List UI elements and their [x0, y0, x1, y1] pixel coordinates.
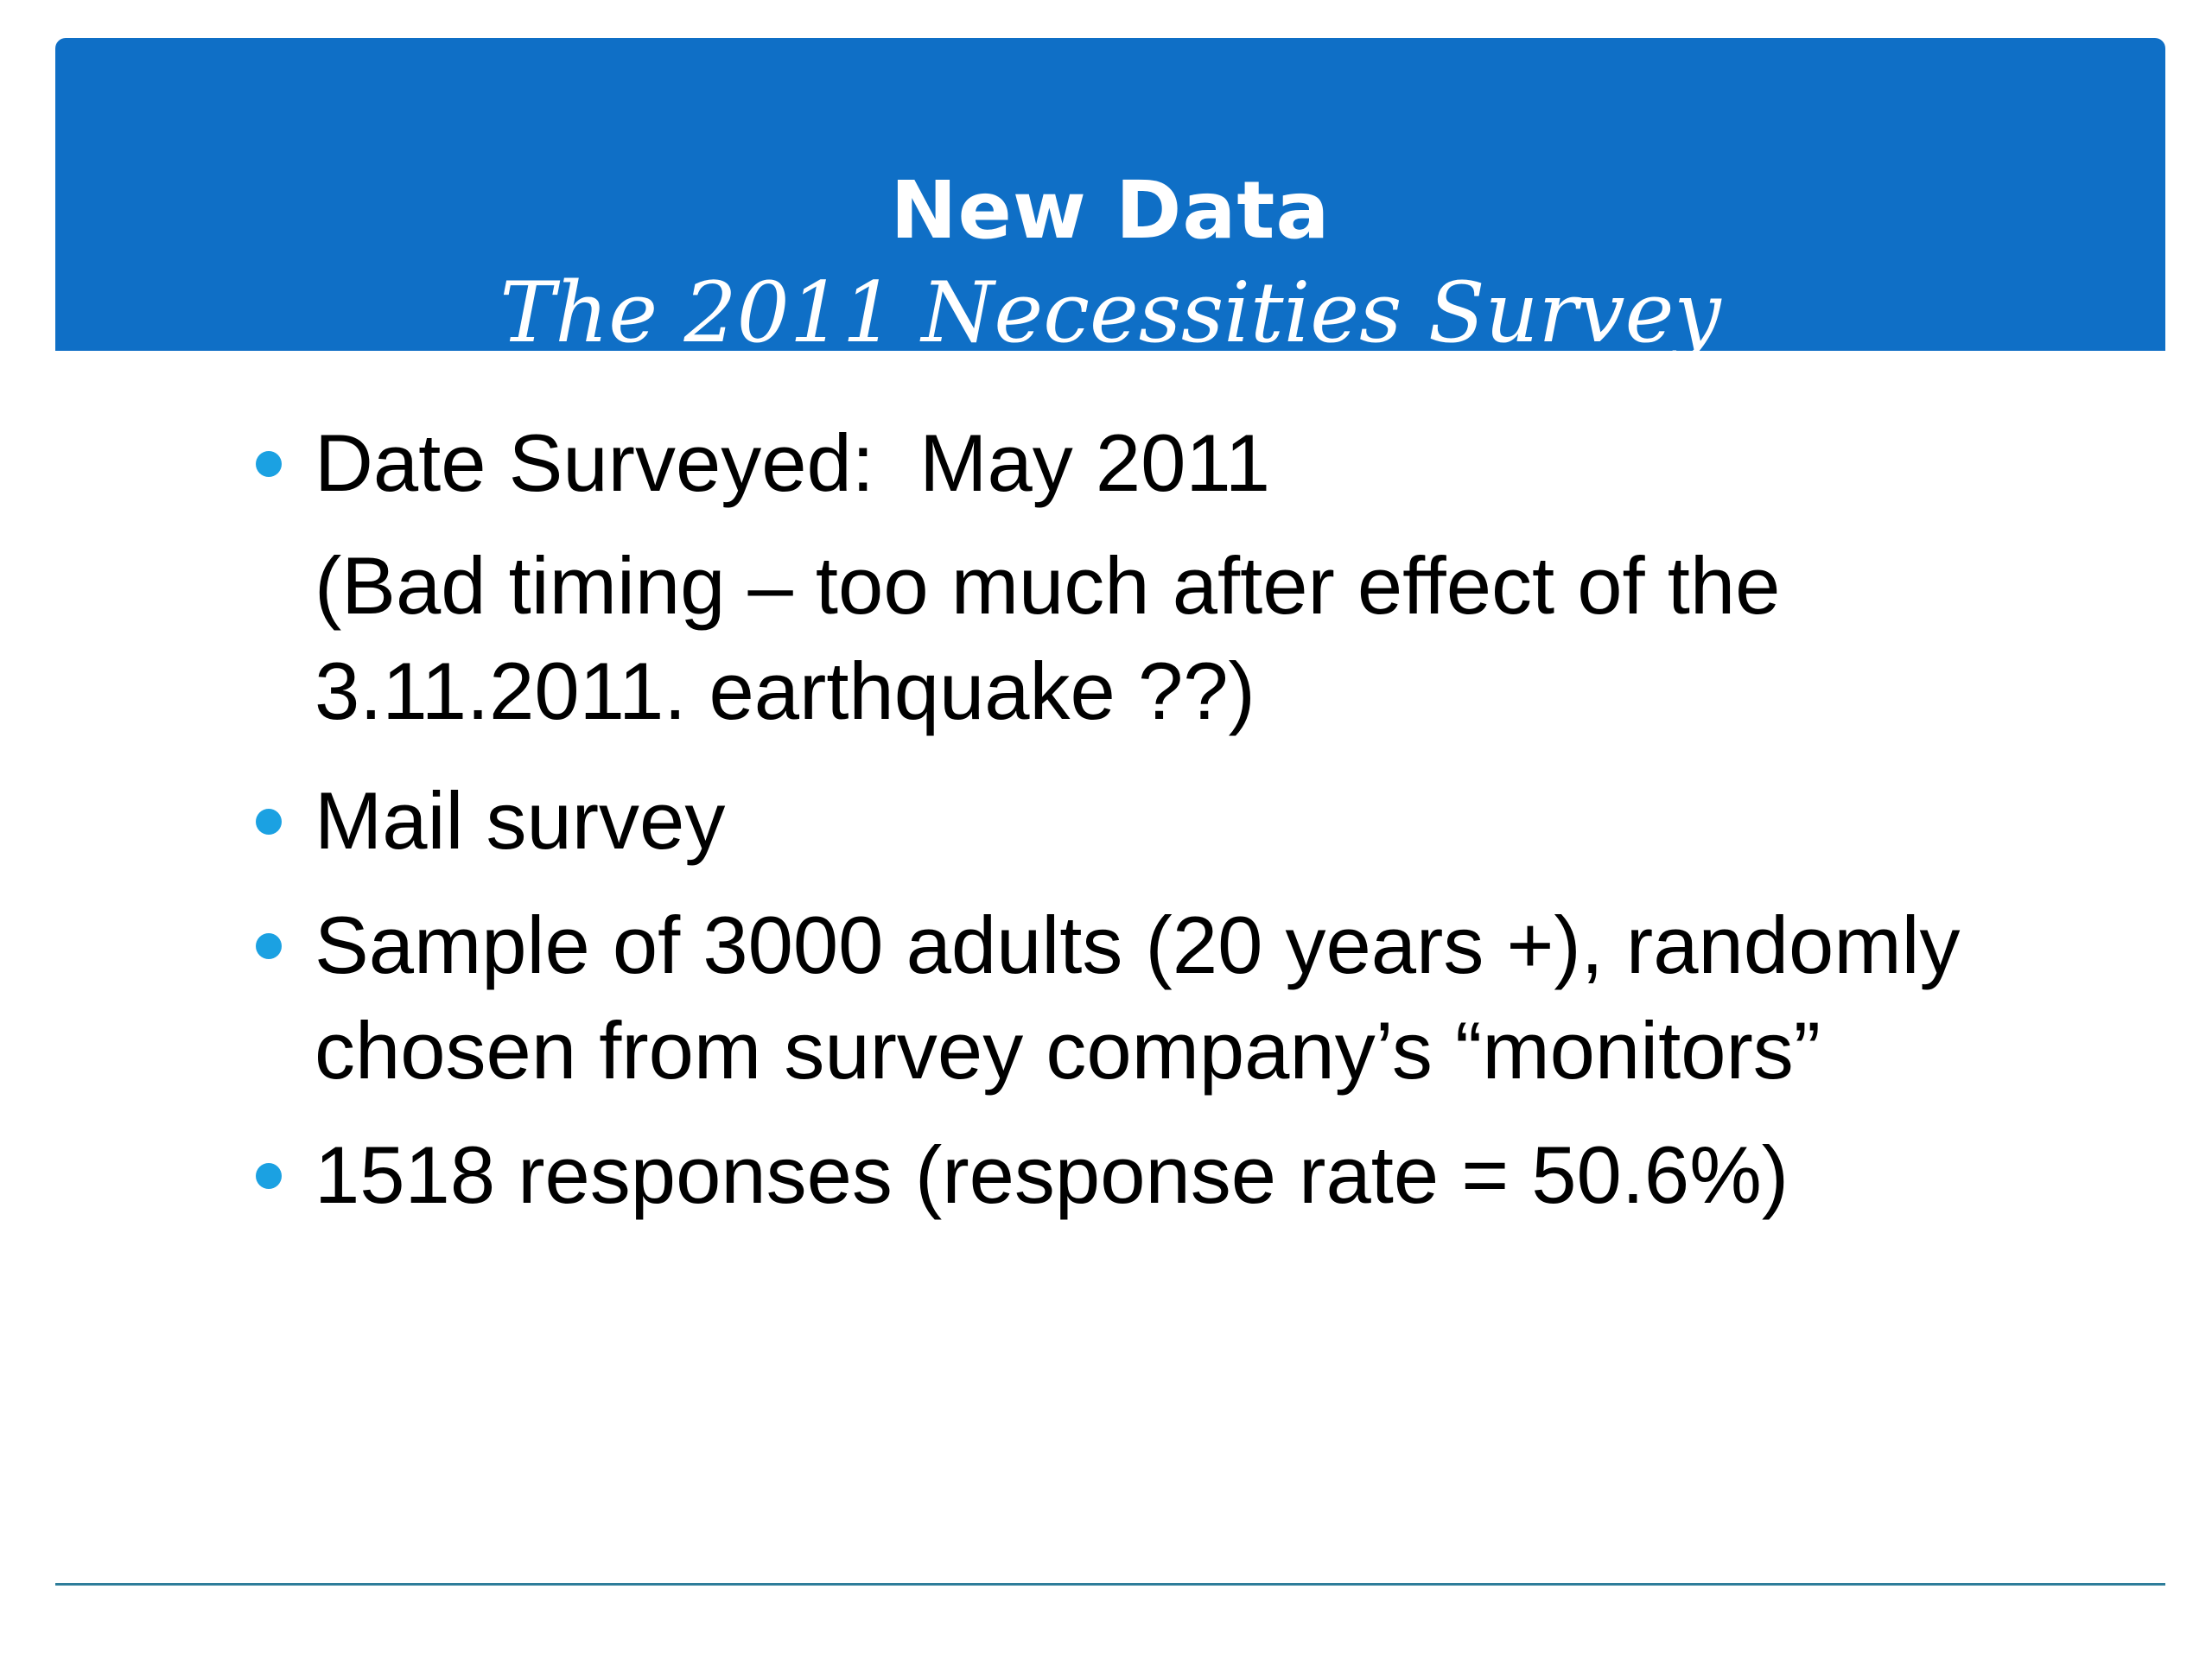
bullet-text: Sample of 3000 adults (20 years +), rand…	[315, 899, 1983, 1096]
footer-divider	[55, 1583, 2165, 1586]
slide-content: Date Surveyed: May 2011 (Bad timing – to…	[251, 410, 1979, 1228]
bullet-dot-icon	[256, 1163, 282, 1189]
slide-subtitle: The 2011 Necessities Survey	[499, 264, 1721, 361]
bullet-item-sample: Sample of 3000 adults (20 years +), rand…	[251, 893, 1979, 1103]
bullet-text: Date Surveyed: May 2011	[315, 417, 1270, 508]
bullet-text: 1518 responses (response rate = 50.6%)	[315, 1129, 1789, 1220]
bullet-item-responses: 1518 responses (response rate = 50.6%)	[251, 1122, 1979, 1228]
bullet-item-date-surveyed: Date Surveyed: May 2011	[251, 410, 1979, 516]
bullet-dot-icon	[256, 933, 282, 959]
bullet-text: Mail survey	[315, 775, 726, 866]
bullet-dot-icon	[256, 451, 282, 477]
bullet-note: (Bad timing – too much after effect of t…	[315, 540, 1803, 736]
bullet-item-mail-survey: Mail survey	[251, 768, 1979, 874]
slide-title: New Data	[890, 164, 1331, 257]
bullet-dot-icon	[256, 809, 282, 835]
title-banner: New Data The 2011 Necessities Survey	[55, 38, 2165, 361]
